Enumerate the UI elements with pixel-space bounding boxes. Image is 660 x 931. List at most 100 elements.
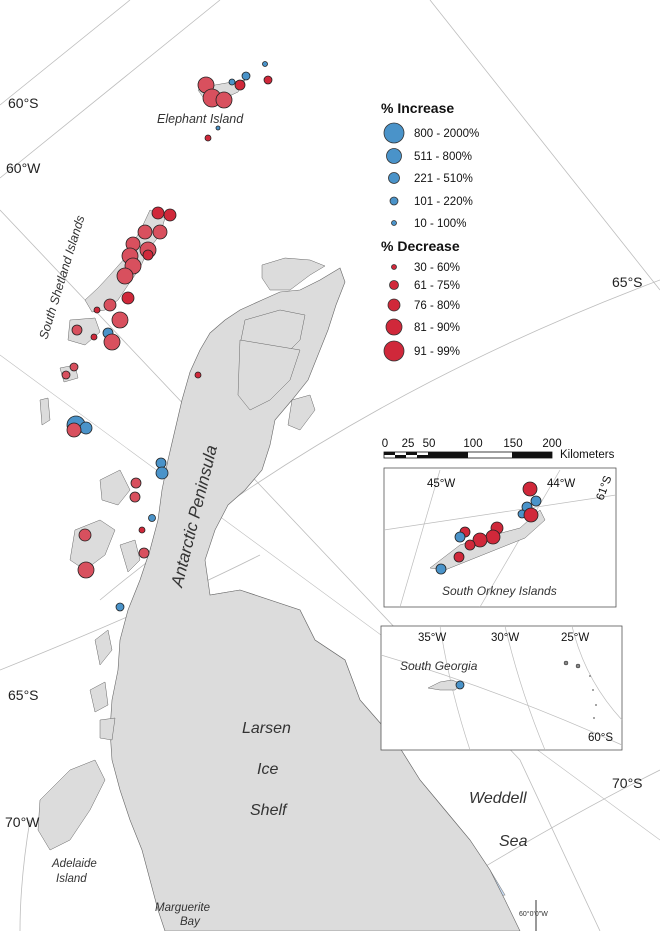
island-dot — [592, 689, 594, 691]
adelaide-island — [37, 759, 106, 851]
coord-70w: 70°W — [5, 814, 40, 830]
coord-60w: 60°W — [6, 160, 41, 176]
island-dot — [589, 675, 591, 677]
decrease-marker — [453, 551, 465, 563]
decrease-marker — [215, 91, 233, 109]
scale-tick: 25 — [402, 438, 415, 450]
decrease-marker — [77, 561, 95, 579]
decrease-marker — [137, 224, 153, 240]
increase-marker — [155, 457, 167, 469]
coord-60s: 60°S — [8, 95, 39, 111]
decrease-marker — [121, 291, 135, 305]
west-island-2 — [69, 519, 116, 571]
legend-increase-item: 800 - 2000% — [414, 128, 479, 140]
label-adelaide: Adelaide — [51, 858, 97, 870]
southern-isle-2 — [89, 681, 109, 713]
scale-tick: 50 — [423, 438, 436, 450]
legend-decrease-item: 61 - 75% — [414, 280, 460, 292]
legend-increase-item: 101 - 220% — [414, 196, 473, 208]
antarctic-peninsula-land — [109, 267, 521, 931]
coord-corner: 60°0'0"W — [519, 910, 548, 918]
west-island-3 — [119, 539, 141, 573]
legend-decrease-item: 30 - 60% — [414, 262, 460, 274]
decrease-marker — [116, 267, 134, 285]
increase-marker — [215, 125, 221, 131]
decrease-marker — [90, 333, 98, 341]
increase-marker — [115, 602, 125, 612]
decrease-marker — [111, 311, 129, 329]
legend-decrease-symbol — [389, 280, 399, 290]
island-ne-1 — [237, 339, 301, 411]
decrease-marker — [163, 208, 177, 222]
label-larsen: Larsen — [242, 720, 291, 737]
coord-65s-left: 65°S — [8, 687, 39, 703]
label-south-georgia: South Georgia — [400, 659, 478, 673]
decrease-marker — [138, 526, 146, 534]
decrease-marker — [69, 362, 79, 372]
legend-increase-title: % Increase — [381, 100, 454, 116]
label-marguerite: Marguerite — [155, 902, 210, 914]
island-dot — [563, 660, 569, 666]
decrease-marker — [130, 477, 142, 489]
legend-increase-symbol — [388, 172, 400, 184]
coord-70s-right: 70°S — [612, 775, 643, 791]
georgia-lon-1: 35°W — [418, 632, 446, 644]
decrease-marker — [464, 539, 476, 551]
increase-marker — [148, 514, 156, 522]
scale-tick: 150 — [503, 438, 522, 450]
scale-tick: 100 — [463, 438, 482, 450]
label-sea: Sea — [499, 833, 528, 850]
scale-tick: 200 — [542, 438, 561, 450]
decrease-marker — [204, 134, 212, 142]
decrease-marker — [78, 528, 92, 542]
north-island-1 — [261, 257, 326, 291]
inset-south-orkney: 45°W 44°W 61°S South Orkney Islands — [383, 467, 617, 608]
decrease-marker — [263, 75, 273, 85]
legend-decrease-item: 81 - 90% — [414, 322, 460, 334]
label-shelf: Shelf — [250, 802, 288, 819]
legend-decrease-item: 91 - 99% — [414, 346, 460, 358]
decrease-marker — [472, 532, 488, 548]
label-adelaide-island: Island — [56, 873, 87, 885]
increase-marker — [454, 531, 466, 543]
island-dot — [593, 717, 595, 719]
legend-increase-item: 511 - 800% — [414, 151, 472, 163]
increase-marker — [435, 563, 447, 575]
decrease-marker — [71, 324, 83, 336]
label-weddell: Weddell — [469, 790, 527, 807]
legend-decrease-item: 76 - 80% — [414, 300, 460, 312]
decrease-marker — [152, 224, 168, 240]
decrease-marker — [485, 529, 501, 545]
decrease-marker — [234, 79, 246, 91]
decrease-marker — [61, 370, 71, 380]
legend-increase-symbol — [391, 220, 397, 226]
island-dot — [595, 704, 597, 706]
label-south-orkney: South Orkney Islands — [442, 584, 557, 598]
decrease-marker — [103, 298, 117, 312]
increase-marker — [241, 71, 251, 81]
legend-increase-item: 10 - 100% — [414, 218, 466, 230]
decrease-marker — [522, 481, 538, 497]
decrease-marker — [151, 206, 165, 220]
legend-increase-symbol — [386, 148, 402, 164]
georgia-lat: 60°S — [588, 732, 613, 744]
scale-unit: Kilometers — [560, 449, 615, 461]
increase-marker — [155, 466, 169, 480]
legend-decrease-symbol — [385, 318, 403, 336]
island-ne-2 — [287, 394, 316, 431]
decrease-marker — [138, 547, 150, 559]
increase-marker — [79, 421, 93, 435]
decrease-marker — [194, 371, 202, 379]
legend-decrease-symbol — [383, 340, 405, 362]
decrease-marker — [93, 306, 101, 314]
label-ice: Ice — [257, 761, 278, 778]
legend-increase-symbol — [383, 122, 405, 144]
legend-increase-symbol — [389, 196, 399, 206]
southern-isle-1 — [94, 629, 113, 666]
increase-marker — [262, 61, 268, 67]
increase-marker — [530, 495, 542, 507]
island-dot — [575, 663, 581, 669]
legend-decrease-symbol — [387, 298, 401, 312]
legend-decrease-symbol — [391, 264, 397, 270]
